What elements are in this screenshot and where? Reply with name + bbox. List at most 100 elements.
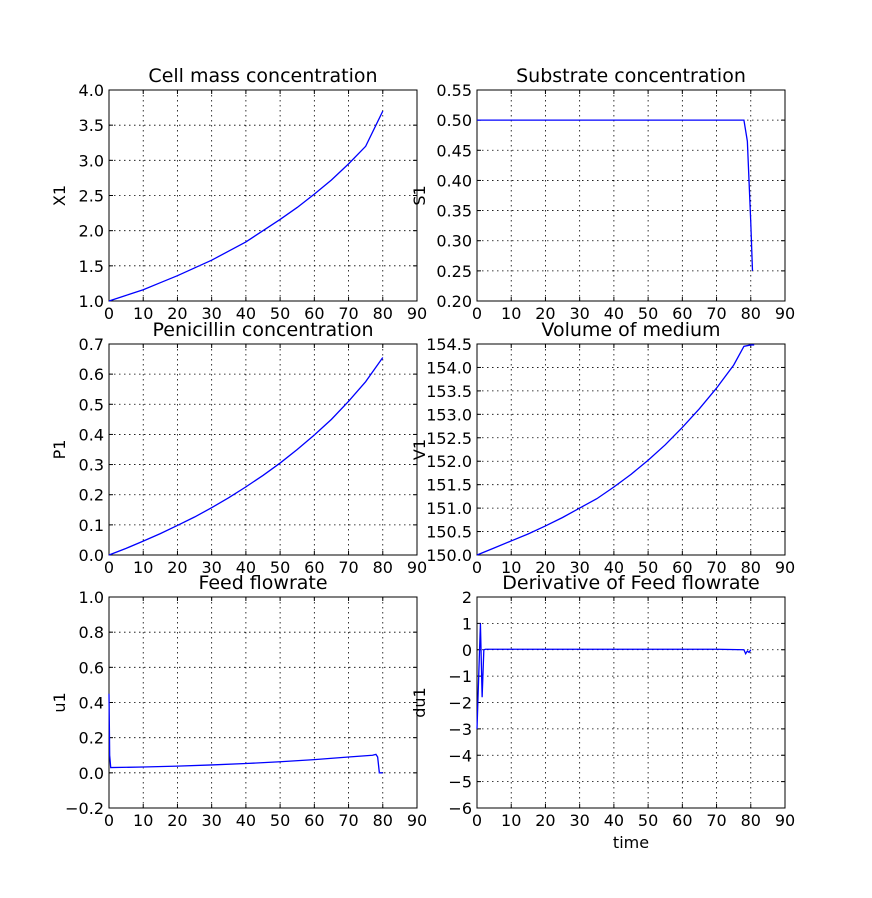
x-tick-label: 70 [706, 304, 726, 323]
y-tick-label: 1.0 [79, 588, 104, 607]
x-tick-label: 40 [236, 304, 256, 323]
x-tick-label: 90 [775, 558, 795, 577]
y-tick-label: 2.5 [79, 187, 104, 206]
x-tick-label: 80 [741, 811, 761, 830]
x-tick-label: 40 [236, 811, 256, 830]
y-tick-label: 151.0 [426, 499, 472, 518]
x-tick-label: 90 [775, 304, 795, 323]
x-tick-label: 40 [604, 558, 624, 577]
subplot-6: 0 10 20 30 40 50 60 70 80 90 −6 −5 −4 −3 −2 −1 0 1 2 Deriva… [410, 572, 795, 852]
y-tick-label: 154.5 [426, 335, 472, 354]
y-tick-label: 150.0 [426, 546, 472, 565]
x-tick-label: 50 [638, 811, 658, 830]
y-tick-label: 0.4 [79, 425, 104, 444]
x-tick-label: 70 [338, 558, 358, 577]
axes-frame [108, 343, 418, 556]
y-tick-label: 153.0 [426, 405, 472, 424]
subplot-3: 0 10 20 30 40 50 60 70 80 90 0.0 0.1 0.2 0.3 0.4 0.5 0.6… [50, 319, 427, 577]
y-tick-label: 0.0 [79, 764, 104, 783]
x-tick-label: 70 [338, 304, 358, 323]
x-tick-label: 50 [638, 304, 658, 323]
x-tick-label: 60 [672, 558, 692, 577]
x-tick-label: 40 [236, 558, 256, 577]
x-tick-label: 80 [741, 558, 761, 577]
y-tick-label: 151.5 [426, 476, 472, 495]
series-line [108, 357, 384, 556]
subplot-title: Penicillin concentration [152, 319, 373, 341]
y-tick-label: 0.5 [79, 395, 104, 414]
x-tick-label: 10 [501, 558, 521, 577]
y-tick-label: 150.5 [426, 523, 472, 542]
y-tick-label: 152.0 [426, 452, 472, 471]
x-tick-label: 40 [604, 304, 624, 323]
x-tick-label: 30 [569, 558, 589, 577]
x-tick-label: 80 [373, 304, 393, 323]
x-tick-label: 0 [472, 558, 482, 577]
y-tick-label: 0.6 [79, 365, 104, 384]
x-tick-label: 90 [775, 811, 795, 830]
x-tick-label: 70 [338, 811, 358, 830]
subplot-title: Cell mass concentration [148, 65, 377, 87]
series-line [108, 110, 384, 302]
y-tick-label: 3.0 [79, 151, 104, 170]
y-tick-label: 0.0 [79, 546, 104, 565]
y-tick-label: 0.35 [436, 202, 472, 221]
x-tick-label: 10 [133, 304, 153, 323]
x-tick-label: 30 [201, 304, 221, 323]
x-tick-label: 70 [706, 558, 726, 577]
y-tick-label: 0.45 [436, 141, 472, 160]
y-tick-label: 1.0 [79, 292, 104, 311]
axes-frame [476, 89, 786, 302]
y-tick-label: 0.20 [436, 292, 472, 311]
x-tick-label: 60 [304, 558, 324, 577]
y-tick-label: 4.0 [79, 81, 104, 100]
y-axis-label: X1 [50, 185, 69, 206]
subplot-5: 0 10 20 30 40 50 60 70 80 90 −0.2 0.0 0.2 0.4 0.6 0.8 1.… [50, 572, 427, 830]
x-tick-label: 50 [270, 304, 290, 323]
subplot-title: Derivative of Feed flowrate [502, 572, 759, 594]
x-tick-label: 20 [535, 558, 555, 577]
x-tick-label: 20 [167, 304, 187, 323]
x-tick-label: 60 [672, 811, 692, 830]
y-axis-label: du1 [410, 687, 429, 717]
y-tick-label: 154.0 [426, 358, 472, 377]
x-tick-label: 50 [638, 558, 658, 577]
y-axis-label: P1 [50, 440, 69, 460]
y-tick-label: −2 [448, 694, 472, 713]
y-tick-label: 0 [462, 641, 472, 660]
x-tick-label: 50 [270, 811, 290, 830]
x-tick-label: 10 [133, 558, 153, 577]
y-tick-label: 0.50 [436, 111, 472, 130]
x-tick-label: 30 [569, 304, 589, 323]
y-tick-label: −0.2 [65, 799, 104, 818]
x-tick-label: 60 [304, 811, 324, 830]
y-tick-label: 0.55 [436, 81, 472, 100]
y-tick-label: 0.3 [79, 456, 104, 475]
x-tick-label: 20 [167, 811, 187, 830]
y-tick-label: −4 [448, 746, 472, 765]
x-tick-label: 30 [201, 811, 221, 830]
x-tick-label: 30 [201, 558, 221, 577]
y-tick-label: 0.2 [79, 729, 104, 748]
x-tick-label: 20 [535, 811, 555, 830]
subplot-title: Substrate concentration [516, 65, 746, 87]
y-tick-label: 0.4 [79, 694, 104, 713]
y-tick-label: −5 [448, 773, 472, 792]
series-line [476, 344, 755, 556]
x-tick-label: 40 [604, 811, 624, 830]
x-tick-label: 90 [407, 304, 427, 323]
x-tick-label: 0 [104, 811, 114, 830]
y-axis-label: S1 [410, 185, 429, 205]
x-tick-label: 0 [472, 811, 482, 830]
x-tick-label: 10 [133, 811, 153, 830]
x-tick-label: 70 [706, 811, 726, 830]
y-tick-label: −3 [448, 720, 472, 739]
x-tick-label: 50 [270, 558, 290, 577]
y-tick-label: 2 [462, 588, 472, 607]
x-tick-label: 0 [472, 304, 482, 323]
x-tick-label: 0 [104, 558, 114, 577]
x-tick-label: 0 [104, 304, 114, 323]
x-tick-label: 90 [407, 811, 427, 830]
y-tick-label: 0.2 [79, 486, 104, 505]
y-tick-label: 1 [462, 614, 472, 633]
